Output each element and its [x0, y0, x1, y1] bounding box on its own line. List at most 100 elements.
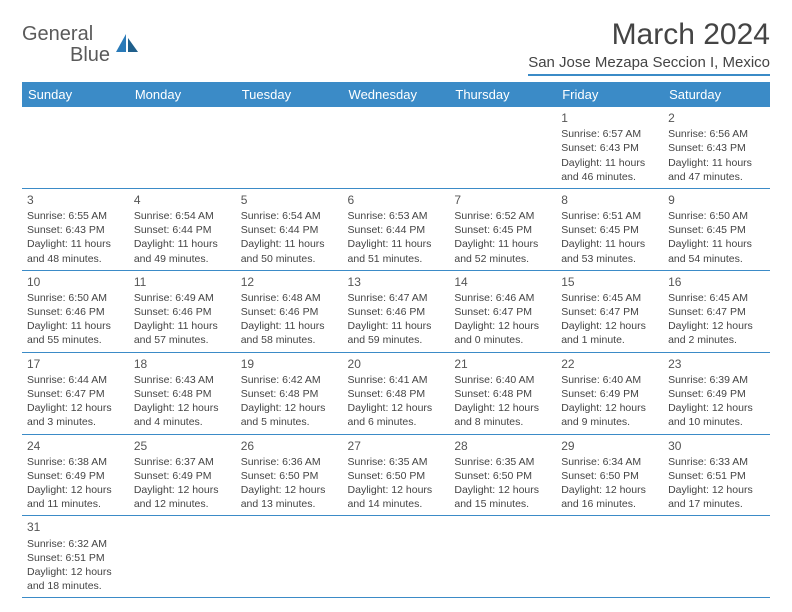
- table-row: 24Sunrise: 6:38 AMSunset: 6:49 PMDayligh…: [22, 434, 770, 516]
- day-cell: [663, 516, 770, 598]
- day-header: Thursday: [449, 82, 556, 107]
- day-cell: 11Sunrise: 6:49 AMSunset: 6:46 PMDayligh…: [129, 270, 236, 352]
- day-cell: 4Sunrise: 6:54 AMSunset: 6:44 PMDaylight…: [129, 188, 236, 270]
- table-row: 31 Sunrise: 6:32 AMSunset: 6:51 PMDayligh…: [22, 516, 770, 598]
- sun-info: Sunrise: 6:54 AMSunset: 6:44 PMDaylight:…: [241, 209, 338, 266]
- day-cell: [22, 107, 129, 188]
- day-cell: 15Sunrise: 6:45 AMSunset: 6:47 PMDayligh…: [556, 270, 663, 352]
- day-number: 28: [454, 438, 551, 454]
- day-cell: 7Sunrise: 6:52 AMSunset: 6:45 PMDaylight…: [449, 188, 556, 270]
- day-number: 11: [134, 274, 231, 290]
- day-number: 10: [27, 274, 124, 290]
- day-cell: 19Sunrise: 6:42 AMSunset: 6:48 PMDayligh…: [236, 352, 343, 434]
- day-cell: [129, 516, 236, 598]
- sun-info: Sunrise: 6:43 AMSunset: 6:48 PMDaylight:…: [134, 373, 231, 430]
- logo: General Blue: [22, 24, 140, 66]
- day-cell: 25Sunrise: 6:37 AMSunset: 6:49 PMDayligh…: [129, 434, 236, 516]
- day-cell: 3Sunrise: 6:55 AMSunset: 6:43 PMDaylight…: [22, 188, 129, 270]
- sun-info: Sunrise: 6:47 AMSunset: 6:46 PMDaylight:…: [348, 291, 445, 348]
- day-cell: 8Sunrise: 6:51 AMSunset: 6:45 PMDaylight…: [556, 188, 663, 270]
- day-number: 12: [241, 274, 338, 290]
- sun-info: Sunrise: 6:49 AMSunset: 6:46 PMDaylight:…: [134, 291, 231, 348]
- day-cell: [236, 107, 343, 188]
- sun-info: Sunrise: 6:48 AMSunset: 6:46 PMDaylight:…: [241, 291, 338, 348]
- sun-info: Sunrise: 6:35 AMSunset: 6:50 PMDaylight:…: [348, 455, 445, 512]
- table-row: 17Sunrise: 6:44 AMSunset: 6:47 PMDayligh…: [22, 352, 770, 434]
- sun-info: Sunrise: 6:54 AMSunset: 6:44 PMDaylight:…: [134, 209, 231, 266]
- day-number: 8: [561, 192, 658, 208]
- day-number: 18: [134, 356, 231, 372]
- day-number: 24: [27, 438, 124, 454]
- day-number: 30: [668, 438, 765, 454]
- title-block: March 2024 San Jose Mezapa Seccion I, Me…: [528, 18, 770, 76]
- sun-info: Sunrise: 6:50 AMSunset: 6:46 PMDaylight:…: [27, 291, 124, 348]
- sun-info: Sunrise: 6:34 AMSunset: 6:50 PMDaylight:…: [561, 455, 658, 512]
- day-cell: [343, 107, 450, 188]
- day-cell: 24Sunrise: 6:38 AMSunset: 6:49 PMDayligh…: [22, 434, 129, 516]
- header: General Blue March 2024 San Jose Mezapa …: [22, 18, 770, 76]
- day-cell: 17Sunrise: 6:44 AMSunset: 6:47 PMDayligh…: [22, 352, 129, 434]
- day-cell: 5Sunrise: 6:54 AMSunset: 6:44 PMDaylight…: [236, 188, 343, 270]
- sun-info: Sunrise: 6:39 AMSunset: 6:49 PMDaylight:…: [668, 373, 765, 430]
- sun-info: Sunrise: 6:51 AMSunset: 6:45 PMDaylight:…: [561, 209, 658, 266]
- day-number: 9: [668, 192, 765, 208]
- sun-info: Sunrise: 6:45 AMSunset: 6:47 PMDaylight:…: [668, 291, 765, 348]
- table-row: 3Sunrise: 6:55 AMSunset: 6:43 PMDaylight…: [22, 188, 770, 270]
- calendar-head: SundayMondayTuesdayWednesdayThursdayFrid…: [22, 82, 770, 107]
- day-number: 22: [561, 356, 658, 372]
- day-number: 31: [27, 519, 124, 535]
- table-row: 1Sunrise: 6:57 AMSunset: 6:43 PMDaylight…: [22, 107, 770, 188]
- day-cell: 16Sunrise: 6:45 AMSunset: 6:47 PMDayligh…: [663, 270, 770, 352]
- sun-info: Sunrise: 6:53 AMSunset: 6:44 PMDaylight:…: [348, 209, 445, 266]
- sun-info: Sunrise: 6:42 AMSunset: 6:48 PMDaylight:…: [241, 373, 338, 430]
- location: San Jose Mezapa Seccion I, Mexico: [528, 54, 770, 76]
- day-header: Saturday: [663, 82, 770, 107]
- sun-info: Sunrise: 6:32 AMSunset: 6:51 PMDaylight:…: [27, 537, 124, 594]
- day-header: Monday: [129, 82, 236, 107]
- day-number: 4: [134, 192, 231, 208]
- day-number: 2: [668, 110, 765, 126]
- day-number: 13: [348, 274, 445, 290]
- day-number: 20: [348, 356, 445, 372]
- sun-info: Sunrise: 6:46 AMSunset: 6:47 PMDaylight:…: [454, 291, 551, 348]
- day-header: Wednesday: [343, 82, 450, 107]
- day-cell: 2Sunrise: 6:56 AMSunset: 6:43 PMDaylight…: [663, 107, 770, 188]
- day-cell: 10Sunrise: 6:50 AMSunset: 6:46 PMDayligh…: [22, 270, 129, 352]
- day-number: 21: [454, 356, 551, 372]
- day-cell: 12Sunrise: 6:48 AMSunset: 6:46 PMDayligh…: [236, 270, 343, 352]
- calendar-body: 1Sunrise: 6:57 AMSunset: 6:43 PMDaylight…: [22, 107, 770, 598]
- day-number: 5: [241, 192, 338, 208]
- day-number: 23: [668, 356, 765, 372]
- month-title: March 2024: [528, 18, 770, 52]
- day-cell: 14Sunrise: 6:46 AMSunset: 6:47 PMDayligh…: [449, 270, 556, 352]
- day-number: 6: [348, 192, 445, 208]
- day-number: 19: [241, 356, 338, 372]
- day-number: 15: [561, 274, 658, 290]
- day-cell: [236, 516, 343, 598]
- sun-info: Sunrise: 6:57 AMSunset: 6:43 PMDaylight:…: [561, 127, 658, 184]
- day-cell: 26Sunrise: 6:36 AMSunset: 6:50 PMDayligh…: [236, 434, 343, 516]
- day-cell: 21Sunrise: 6:40 AMSunset: 6:48 PMDayligh…: [449, 352, 556, 434]
- day-cell: 1Sunrise: 6:57 AMSunset: 6:43 PMDaylight…: [556, 107, 663, 188]
- day-header: Sunday: [22, 82, 129, 107]
- day-number: 29: [561, 438, 658, 454]
- sail-icon: [114, 32, 140, 59]
- logo-text-general: General: [22, 23, 93, 45]
- logo-text-blue: Blue: [70, 44, 110, 66]
- day-header: Friday: [556, 82, 663, 107]
- day-number: 14: [454, 274, 551, 290]
- sun-info: Sunrise: 6:50 AMSunset: 6:45 PMDaylight:…: [668, 209, 765, 266]
- day-number: 26: [241, 438, 338, 454]
- day-cell: 28Sunrise: 6:35 AMSunset: 6:50 PMDayligh…: [449, 434, 556, 516]
- sun-info: Sunrise: 6:44 AMSunset: 6:47 PMDaylight:…: [27, 373, 124, 430]
- day-number: 3: [27, 192, 124, 208]
- day-cell: [449, 516, 556, 598]
- sun-info: Sunrise: 6:33 AMSunset: 6:51 PMDaylight:…: [668, 455, 765, 512]
- day-cell: 29Sunrise: 6:34 AMSunset: 6:50 PMDayligh…: [556, 434, 663, 516]
- day-cell: 9Sunrise: 6:50 AMSunset: 6:45 PMDaylight…: [663, 188, 770, 270]
- sun-info: Sunrise: 6:40 AMSunset: 6:48 PMDaylight:…: [454, 373, 551, 430]
- day-cell: 22Sunrise: 6:40 AMSunset: 6:49 PMDayligh…: [556, 352, 663, 434]
- calendar-table: SundayMondayTuesdayWednesdayThursdayFrid…: [22, 82, 770, 598]
- day-cell: 20Sunrise: 6:41 AMSunset: 6:48 PMDayligh…: [343, 352, 450, 434]
- day-cell: 18Sunrise: 6:43 AMSunset: 6:48 PMDayligh…: [129, 352, 236, 434]
